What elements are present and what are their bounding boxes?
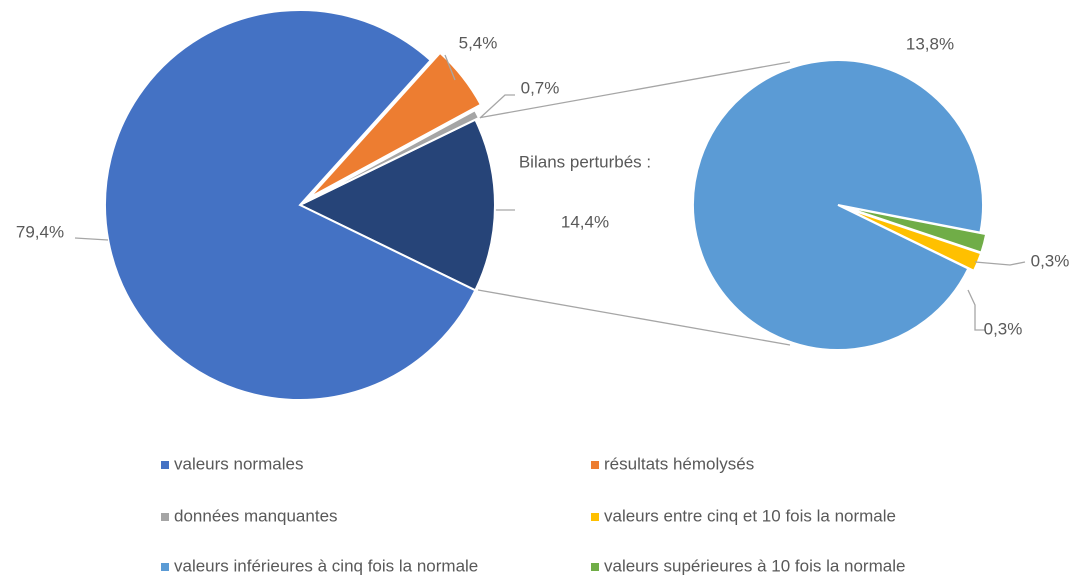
legend-label: données manquantes: [174, 506, 338, 525]
legend-label: résultats hémolysés: [604, 454, 754, 473]
leader-line: [974, 261, 1026, 266]
legend-label: valeurs normales: [174, 454, 303, 473]
legend-label: valeurs entre cinq et 10 fois la normale: [604, 506, 896, 525]
leader-line: [967, 289, 985, 331]
legend-marker: [161, 513, 169, 521]
legend-marker: [161, 563, 169, 571]
legend-label: valeurs inférieures à cinq fois la norma…: [174, 556, 478, 575]
legend-marker: [591, 461, 599, 469]
value-label: 0,7%: [521, 78, 560, 97]
legend-marker: [591, 563, 599, 571]
pie-slice: [303, 108, 481, 205]
value-label: 5,4%: [459, 33, 498, 52]
value-label: 79,4%: [16, 222, 64, 241]
pie-slice: [297, 118, 496, 292]
value-label: 13,8%: [906, 34, 954, 53]
value-label: 0,3%: [984, 319, 1023, 338]
legend-marker: [591, 513, 599, 521]
combined-value-label: 14,4%: [561, 212, 609, 231]
leader-line: [479, 94, 515, 119]
pie-slice: [692, 59, 984, 351]
pie-slice: [104, 9, 477, 401]
pie-slice: [308, 51, 483, 199]
legend-label: valeurs supérieures à 10 fois la normale: [604, 556, 905, 575]
leader-line: [74, 237, 109, 241]
value-label: 0,3%: [1031, 251, 1070, 270]
connector-line: [477, 289, 791, 346]
leader-line: [444, 54, 456, 81]
connector-line: [477, 61, 791, 119]
legend-marker: [161, 461, 169, 469]
combined-label: Bilans perturbés :: [519, 152, 651, 171]
